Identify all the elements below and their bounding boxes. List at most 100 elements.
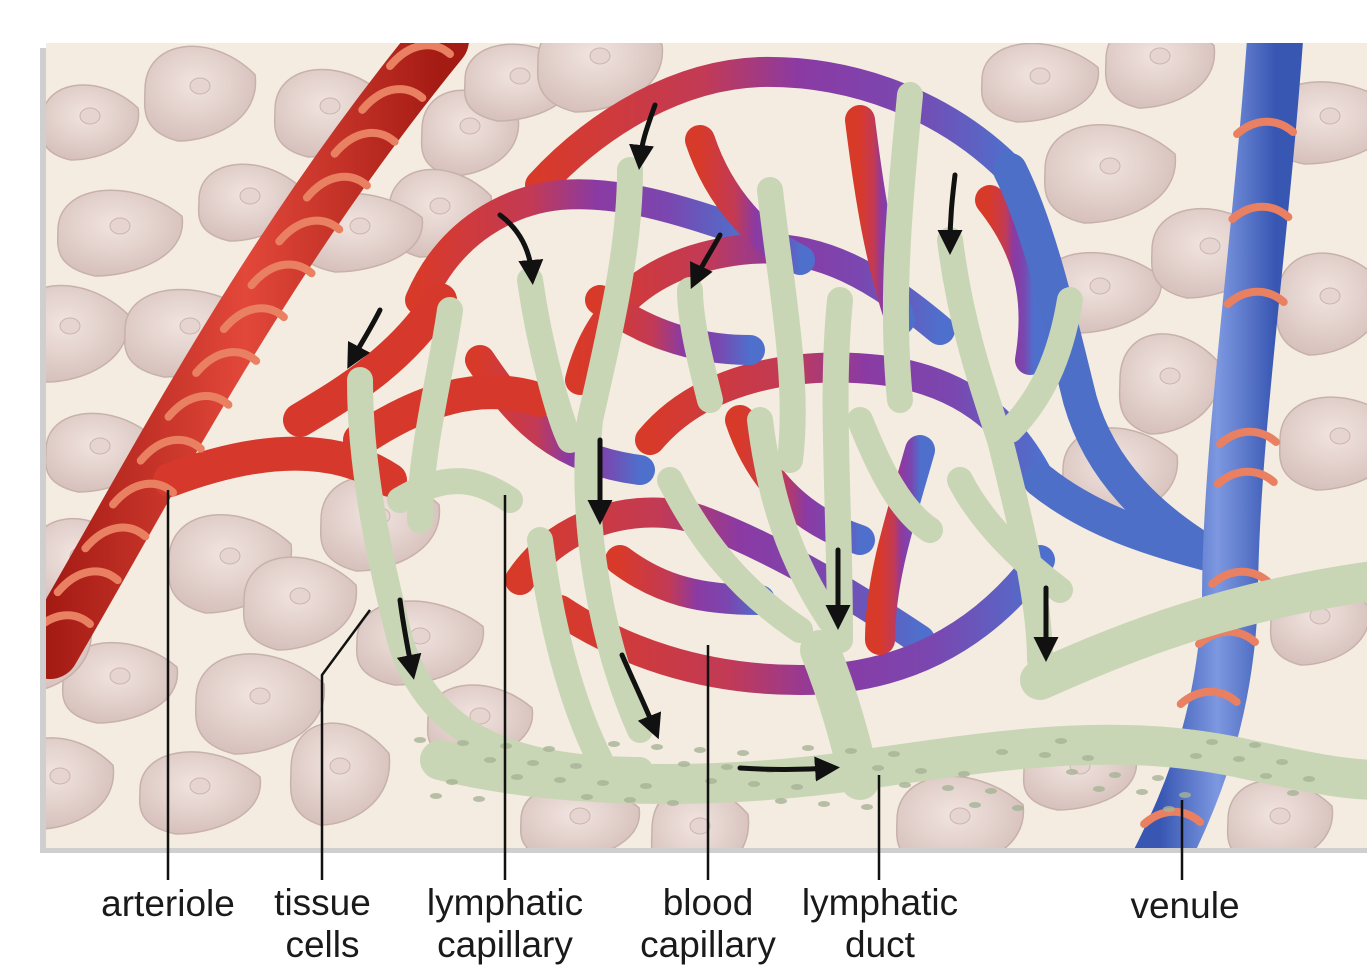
lymph-endothelial-nucleus (484, 757, 496, 763)
lymph-endothelial-nucleus (1233, 756, 1245, 762)
cell-nucleus (109, 217, 131, 235)
cell-nucleus (89, 437, 111, 455)
lymph-endothelial-nucleus (791, 784, 803, 790)
lymph-endothelial-nucleus (748, 781, 760, 787)
label-blood-capillary: blood capillary (608, 882, 808, 966)
label-lymph-duct-line2: duct (845, 924, 915, 965)
lymph-endothelial-nucleus (872, 765, 884, 771)
muscle-ring (81, 523, 150, 553)
lymphatic-capillaries (347, 82, 1083, 783)
lymph-endothelial-nucleus (861, 804, 873, 810)
lymph-endothelial-nucleus (1260, 773, 1272, 779)
muscle-ring (1208, 567, 1273, 588)
venule-branches (993, 153, 1247, 577)
cell-nucleus (689, 817, 711, 835)
muscle-ring (53, 567, 122, 597)
muscle-ring (192, 348, 261, 377)
cell-nucleus (1029, 67, 1051, 85)
label-arteriole-text: arteriole (101, 883, 235, 924)
muscle-ring (1223, 287, 1288, 308)
lymphatic-cell-texture (414, 737, 1315, 812)
lymph-endothelial-nucleus (1066, 769, 1078, 775)
muscle-ring (219, 304, 288, 334)
flow-arrow (937, 172, 963, 255)
label-lymph-cap-line2: capillary (437, 924, 573, 965)
lymph-endothelial-nucleus (1190, 753, 1202, 759)
tissue-cell (1275, 252, 1367, 356)
cell-nucleus (289, 587, 311, 605)
tissue-cell (46, 737, 115, 830)
flow-arrows (347, 102, 1059, 782)
muscle-ring (247, 260, 316, 290)
lymph-endothelial-nucleus (651, 744, 663, 750)
label-lymphatic-capillary: lymphatic capillary (405, 882, 605, 966)
lymph-endothelial-nucleus (667, 800, 679, 806)
label-tissue-cells: tissue cells (250, 882, 395, 966)
lymph-endothelial-nucleus (457, 740, 469, 746)
lymph-endothelial-nucleus (942, 785, 954, 791)
lymph-endothelial-nucleus (818, 801, 830, 807)
flow-arrow (396, 597, 422, 680)
muscle-ring (1216, 427, 1280, 448)
tissue-cell (46, 284, 130, 383)
flow-arrow (497, 212, 544, 285)
muscle-ring (136, 435, 205, 465)
cell-nucleus (179, 317, 201, 335)
lymph-endothelial-nucleus (446, 779, 458, 785)
lymph-endothelial-nucleus (640, 783, 652, 789)
label-tissue-line1: tissue (274, 882, 371, 923)
muscle-ring (302, 172, 371, 202)
cell-nucleus (219, 547, 241, 565)
lymph-endothelial-nucleus (1109, 772, 1121, 778)
cell-nucleus (589, 47, 611, 65)
label-arteriole: arteriole (88, 883, 248, 925)
lymph-endothelial-nucleus (1163, 806, 1175, 812)
muscle-ring (1195, 627, 1259, 648)
cell-nucleus (1159, 367, 1181, 385)
tissue-cell (1104, 43, 1216, 109)
flow-arrow (690, 232, 723, 290)
cell-nucleus (79, 107, 101, 125)
cell-nucleus (329, 757, 351, 775)
muscle-ring (275, 216, 344, 246)
lymph-endothelial-nucleus (888, 751, 900, 757)
lymph-endothelial-nucleus (802, 745, 814, 751)
lymph-endothelial-nucleus (430, 793, 442, 799)
lymph-endothelial-nucleus (1055, 738, 1067, 744)
label-blood-cap-line2: capillary (640, 924, 776, 965)
cell-nucleus (189, 777, 211, 795)
lymph-endothelial-nucleus (845, 748, 857, 754)
lymph-endothelial-nucleus (915, 768, 927, 774)
cell-nucleus (1319, 107, 1341, 125)
lymph-endothelial-nucleus (985, 788, 997, 794)
lymph-endothelial-nucleus (1206, 739, 1218, 745)
cell-nucleus (1329, 427, 1351, 445)
lymph-endothelial-nucleus (1303, 776, 1315, 782)
muscle-ring (386, 43, 454, 70)
flow-arrow (737, 756, 840, 782)
lymph-endothelial-nucleus (1136, 789, 1148, 795)
cell-nucleus (109, 667, 131, 685)
lymph-endothelial-nucleus (581, 794, 593, 800)
label-tissue-line2: cells (285, 924, 360, 965)
cell-nucleus (509, 67, 531, 85)
cell-nucleus (249, 687, 271, 705)
label-venule-text: venule (1130, 885, 1240, 926)
smooth-muscle-rings (46, 43, 454, 628)
cell-nucleus (459, 117, 481, 135)
muscle-ring (358, 85, 427, 114)
cell-nucleus (59, 317, 81, 335)
flow-arrow (347, 307, 383, 369)
lymph-endothelial-nucleus (543, 746, 555, 752)
cell-nucleus (239, 187, 261, 205)
cell-nucleus (1319, 287, 1341, 305)
lymph-endothelial-nucleus (1287, 790, 1299, 796)
venule-muscle-rings (1140, 117, 1298, 828)
label-blood-cap-line1: blood (662, 882, 754, 923)
label-lymph-cap-line1: lymphatic (426, 882, 584, 923)
lymph-endothelial-nucleus (996, 749, 1008, 755)
cell-nucleus (189, 77, 211, 95)
lymph-endothelial-nucleus (1179, 792, 1191, 798)
muscle-ring (164, 392, 233, 421)
